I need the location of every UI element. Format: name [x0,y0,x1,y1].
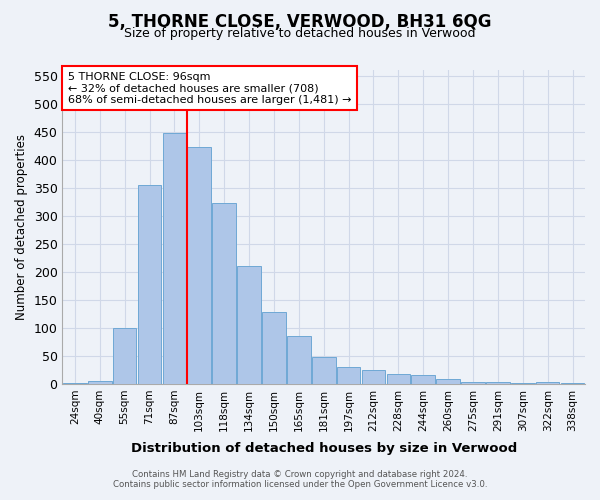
Bar [187,148,211,384]
Bar [386,374,410,384]
Bar [561,383,584,384]
Bar [63,383,86,384]
Bar [511,383,535,384]
Text: 5 THORNE CLOSE: 96sqm
← 32% of detached houses are smaller (708)
68% of semi-det: 5 THORNE CLOSE: 96sqm ← 32% of detached … [68,72,351,105]
Bar [536,382,559,384]
Bar [461,382,485,384]
Bar [486,382,510,384]
Text: Contains HM Land Registry data © Crown copyright and database right 2024.
Contai: Contains HM Land Registry data © Crown c… [113,470,487,489]
Text: 5, THORNE CLOSE, VERWOOD, BH31 6QG: 5, THORNE CLOSE, VERWOOD, BH31 6QG [108,12,492,30]
Bar [212,204,236,384]
Bar [163,133,186,384]
Bar [287,336,311,384]
Bar [237,266,261,384]
Bar [362,370,385,384]
Bar [412,376,435,384]
Bar [312,357,335,384]
Bar [262,312,286,384]
Y-axis label: Number of detached properties: Number of detached properties [15,134,28,320]
Bar [88,380,112,384]
Text: Size of property relative to detached houses in Verwood: Size of property relative to detached ho… [124,28,476,40]
Bar [137,185,161,384]
X-axis label: Distribution of detached houses by size in Verwood: Distribution of detached houses by size … [131,442,517,455]
Bar [337,367,361,384]
Bar [436,379,460,384]
Bar [113,328,136,384]
